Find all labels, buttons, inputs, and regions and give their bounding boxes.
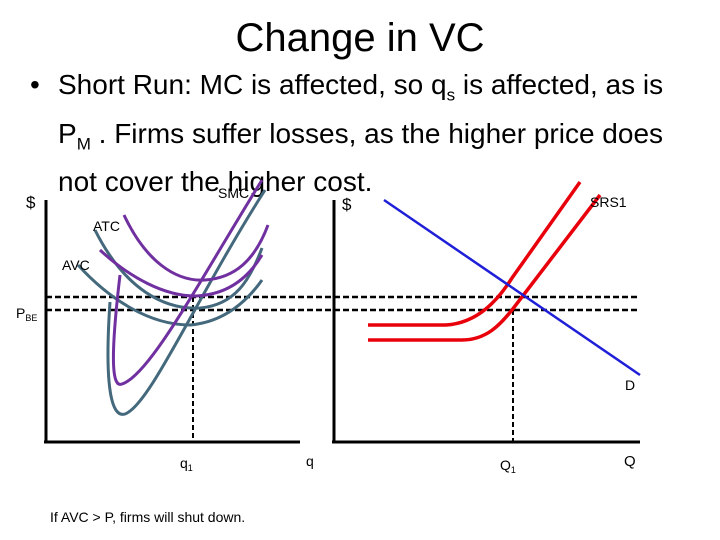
avc-curve-original xyxy=(76,263,264,327)
firm-q1-sub: 1 xyxy=(188,463,193,473)
market-y-axis-label: $ xyxy=(342,195,352,214)
avc-label: AVC xyxy=(62,257,90,273)
bullet-point: • Short Run: MC is affected, so qs is af… xyxy=(30,66,700,201)
firm-q1-label: q1 xyxy=(180,455,193,473)
price-label: PBE xyxy=(16,305,37,323)
market-q1-main: Q xyxy=(500,457,511,473)
bullet-marker: • xyxy=(30,69,40,100)
avc-curve-new xyxy=(98,248,264,298)
firm-q1-main: q xyxy=(180,455,188,471)
bullet-text-part1: Short Run: MC is affected, so q xyxy=(58,69,447,100)
smc-curve-original xyxy=(106,189,267,416)
bullet-sub-m: M xyxy=(76,134,91,154)
supply-label: SRS1 xyxy=(590,194,627,210)
supply-curve-new xyxy=(368,180,582,327)
market-q1-sub: 1 xyxy=(511,465,516,475)
bullet-text-part3: . Firms suffer losses, as the higher pri… xyxy=(58,117,664,198)
smc-label: SMC xyxy=(218,185,249,201)
market-q1-label: Q1 xyxy=(500,457,516,475)
firm-y-axis-label: $ xyxy=(26,193,36,212)
demand-curve xyxy=(383,198,641,377)
demand-label: D xyxy=(625,377,635,393)
supply-curve-original xyxy=(368,193,602,342)
atc-label: ATC xyxy=(93,218,120,234)
price-label-sub: BE xyxy=(25,313,37,323)
atc-curve-new xyxy=(122,214,270,282)
slide-title: Change in VC xyxy=(235,16,485,60)
market-x-axis-label: Q xyxy=(624,453,636,470)
firm-x-axis-label: q xyxy=(306,453,314,469)
bullet-sub-s: s xyxy=(446,85,456,105)
smc-curve-new xyxy=(111,179,264,386)
bullet-text: Short Run: MC is affected, so qs is affe… xyxy=(58,66,700,201)
bullet-text-part2: is affected, as is P xyxy=(58,69,664,149)
price-label-main: P xyxy=(16,305,25,321)
footnote: If AVC > P, firms will shut down. xyxy=(50,509,246,525)
